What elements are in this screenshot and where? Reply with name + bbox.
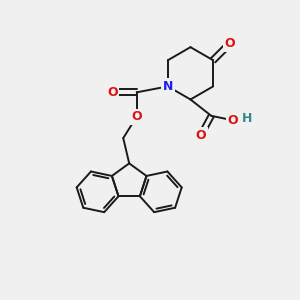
- Text: O: O: [224, 38, 235, 50]
- Text: O: O: [196, 129, 206, 142]
- Text: H: H: [242, 112, 253, 125]
- Text: N: N: [163, 80, 173, 93]
- Text: O: O: [131, 110, 142, 123]
- Text: O: O: [107, 86, 118, 99]
- Text: O: O: [227, 114, 238, 127]
